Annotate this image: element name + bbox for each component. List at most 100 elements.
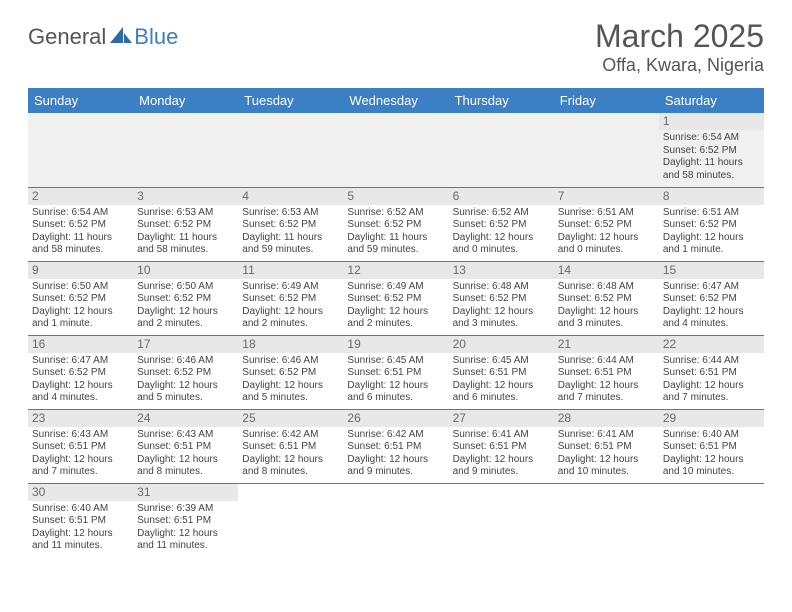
day-number	[343, 113, 448, 115]
sunrise-text: Sunrise: 6:54 AM	[663, 132, 760, 145]
daylight-text: Daylight: 12 hours	[32, 306, 129, 319]
logo: General Blue	[28, 24, 178, 50]
daylight-text: Daylight: 12 hours	[663, 454, 760, 467]
day-number: 15	[659, 262, 764, 279]
day-number	[133, 113, 238, 115]
daylight-text: and 0 minutes.	[558, 244, 655, 257]
daylight-text: Daylight: 12 hours	[32, 380, 129, 393]
sunrise-text: Sunrise: 6:41 AM	[558, 429, 655, 442]
month-title: March 2025	[595, 18, 764, 55]
daylight-text: Daylight: 12 hours	[453, 380, 550, 393]
daylight-text: Daylight: 12 hours	[137, 454, 234, 467]
sunrise-text: Sunrise: 6:46 AM	[242, 355, 339, 368]
day-number: 17	[133, 336, 238, 353]
sunrise-text: Sunrise: 6:49 AM	[242, 281, 339, 294]
sunset-text: Sunset: 6:51 PM	[453, 441, 550, 454]
calendar-day-cell: 2Sunrise: 6:54 AMSunset: 6:52 PMDaylight…	[28, 187, 133, 261]
sunrise-text: Sunrise: 6:42 AM	[242, 429, 339, 442]
daylight-text: Daylight: 12 hours	[347, 380, 444, 393]
calendar-day-cell: 15Sunrise: 6:47 AMSunset: 6:52 PMDayligh…	[659, 261, 764, 335]
daylight-text: Daylight: 12 hours	[453, 454, 550, 467]
sunset-text: Sunset: 6:52 PM	[242, 219, 339, 232]
sunrise-text: Sunrise: 6:43 AM	[137, 429, 234, 442]
day-header: Sunday	[28, 88, 133, 113]
sunset-text: Sunset: 6:52 PM	[558, 293, 655, 306]
daylight-text: Daylight: 11 hours	[137, 232, 234, 245]
sunset-text: Sunset: 6:51 PM	[32, 515, 129, 528]
daylight-text: Daylight: 11 hours	[347, 232, 444, 245]
day-number: 30	[28, 484, 133, 501]
daylight-text: and 11 minutes.	[137, 540, 234, 553]
sunset-text: Sunset: 6:52 PM	[32, 293, 129, 306]
calendar-day-cell: 22Sunrise: 6:44 AMSunset: 6:51 PMDayligh…	[659, 335, 764, 409]
sunrise-text: Sunrise: 6:43 AM	[32, 429, 129, 442]
daylight-text: and 3 minutes.	[453, 318, 550, 331]
daylight-text: and 58 minutes.	[137, 244, 234, 257]
daylight-text: and 1 minute.	[32, 318, 129, 331]
sunset-text: Sunset: 6:51 PM	[453, 367, 550, 380]
calendar-day-cell: 14Sunrise: 6:48 AMSunset: 6:52 PMDayligh…	[554, 261, 659, 335]
daylight-text: and 11 minutes.	[32, 540, 129, 553]
day-number: 29	[659, 410, 764, 427]
calendar-day-cell: 12Sunrise: 6:49 AMSunset: 6:52 PMDayligh…	[343, 261, 448, 335]
daylight-text: and 6 minutes.	[347, 392, 444, 405]
daylight-text: Daylight: 12 hours	[453, 306, 550, 319]
sunset-text: Sunset: 6:52 PM	[453, 219, 550, 232]
day-number: 23	[28, 410, 133, 427]
sunset-text: Sunset: 6:51 PM	[137, 441, 234, 454]
daylight-text: and 9 minutes.	[347, 466, 444, 479]
sunset-text: Sunset: 6:52 PM	[137, 293, 234, 306]
day-number: 3	[133, 188, 238, 205]
calendar-day-cell: 16Sunrise: 6:47 AMSunset: 6:52 PMDayligh…	[28, 335, 133, 409]
day-number: 6	[449, 188, 554, 205]
day-header: Monday	[133, 88, 238, 113]
daylight-text: Daylight: 12 hours	[32, 528, 129, 541]
calendar-day-cell: 4Sunrise: 6:53 AMSunset: 6:52 PMDaylight…	[238, 187, 343, 261]
daylight-text: Daylight: 12 hours	[663, 232, 760, 245]
day-header-row: Sunday Monday Tuesday Wednesday Thursday…	[28, 88, 764, 113]
calendar-day-cell: 5Sunrise: 6:52 AMSunset: 6:52 PMDaylight…	[343, 187, 448, 261]
day-number	[449, 484, 554, 486]
day-number	[238, 113, 343, 115]
daylight-text: Daylight: 12 hours	[347, 306, 444, 319]
daylight-text: Daylight: 12 hours	[558, 306, 655, 319]
day-number: 5	[343, 188, 448, 205]
calendar-day-cell	[659, 483, 764, 557]
sunset-text: Sunset: 6:52 PM	[663, 145, 760, 158]
day-number: 14	[554, 262, 659, 279]
calendar-day-cell: 24Sunrise: 6:43 AMSunset: 6:51 PMDayligh…	[133, 409, 238, 483]
daylight-text: and 59 minutes.	[242, 244, 339, 257]
calendar-day-cell	[343, 113, 448, 187]
daylight-text: and 4 minutes.	[663, 318, 760, 331]
sunrise-text: Sunrise: 6:51 AM	[663, 207, 760, 220]
calendar-week-row: 9Sunrise: 6:50 AMSunset: 6:52 PMDaylight…	[28, 261, 764, 335]
daylight-text: Daylight: 12 hours	[558, 232, 655, 245]
calendar-day-cell: 7Sunrise: 6:51 AMSunset: 6:52 PMDaylight…	[554, 187, 659, 261]
sunrise-text: Sunrise: 6:50 AM	[32, 281, 129, 294]
calendar-day-cell: 11Sunrise: 6:49 AMSunset: 6:52 PMDayligh…	[238, 261, 343, 335]
calendar-day-cell	[238, 483, 343, 557]
sunrise-text: Sunrise: 6:53 AM	[137, 207, 234, 220]
sunset-text: Sunset: 6:51 PM	[32, 441, 129, 454]
day-number: 12	[343, 262, 448, 279]
sunset-text: Sunset: 6:51 PM	[137, 515, 234, 528]
sunrise-text: Sunrise: 6:53 AM	[242, 207, 339, 220]
daylight-text: and 7 minutes.	[558, 392, 655, 405]
logo-text-general: General	[28, 24, 106, 50]
daylight-text: and 10 minutes.	[558, 466, 655, 479]
daylight-text: Daylight: 12 hours	[558, 380, 655, 393]
sunset-text: Sunset: 6:51 PM	[242, 441, 339, 454]
day-number: 22	[659, 336, 764, 353]
sunrise-text: Sunrise: 6:50 AM	[137, 281, 234, 294]
day-number	[554, 484, 659, 486]
daylight-text: Daylight: 12 hours	[32, 454, 129, 467]
day-number: 21	[554, 336, 659, 353]
daylight-text: and 10 minutes.	[663, 466, 760, 479]
sunrise-text: Sunrise: 6:41 AM	[453, 429, 550, 442]
day-number	[28, 113, 133, 115]
daylight-text: Daylight: 12 hours	[242, 454, 339, 467]
daylight-text: Daylight: 12 hours	[453, 232, 550, 245]
sunset-text: Sunset: 6:52 PM	[242, 293, 339, 306]
sunrise-text: Sunrise: 6:49 AM	[347, 281, 444, 294]
calendar-day-cell: 26Sunrise: 6:42 AMSunset: 6:51 PMDayligh…	[343, 409, 448, 483]
